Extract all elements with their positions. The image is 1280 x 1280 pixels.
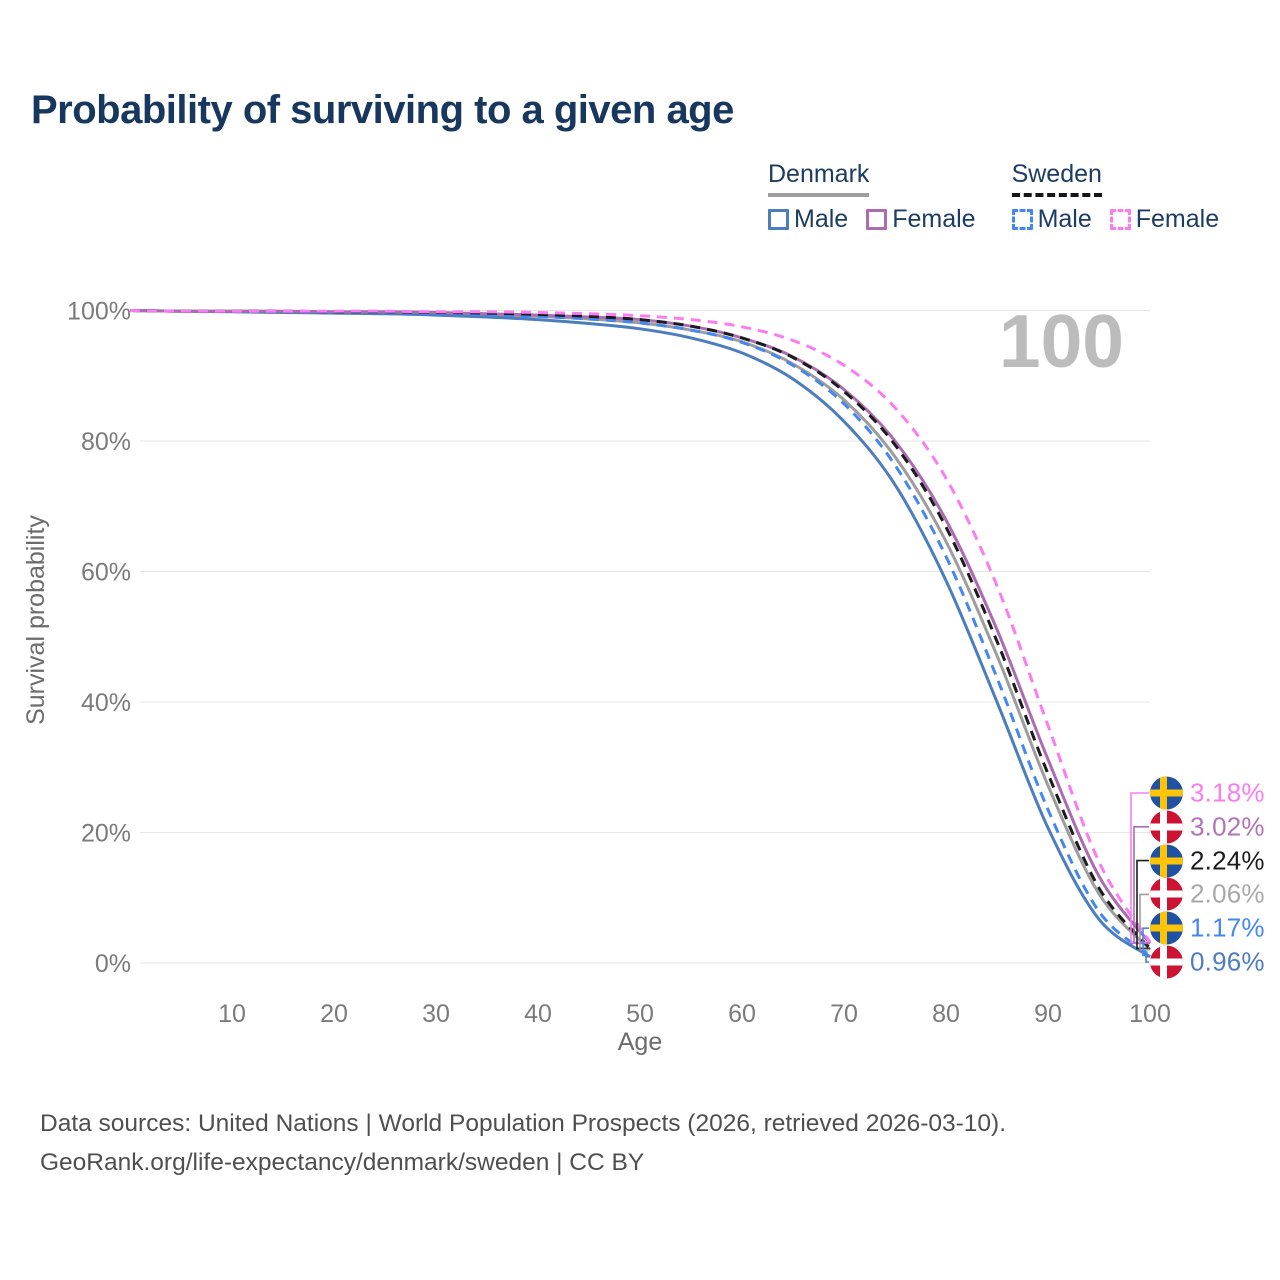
footer-sources: Data sources: United Nations | World Pop… [40, 1110, 1007, 1137]
sweden-flag-icon [1150, 844, 1183, 878]
x-tick-label: 30 [422, 1000, 450, 1028]
sweden-flag-icon [1150, 911, 1183, 945]
footer: Data sources: United Nations | World Pop… [40, 1104, 1006, 1182]
x-tick-label: 100 [1129, 1000, 1171, 1028]
curve-denmark-female[interactable] [129, 309, 1152, 945]
end-label-connector [1133, 826, 1150, 945]
legend-item-denmark-male[interactable]: Male [768, 205, 848, 234]
y-axis-title: Survival probability [22, 515, 50, 725]
y-tick-label: 60% [81, 559, 131, 587]
x-tick-label: 20 [320, 1000, 348, 1028]
legend: Denmark Male Female Sweden Male Female [768, 160, 1219, 234]
denmark-flag-icon [1150, 945, 1183, 979]
x-axis-title: Age [618, 1028, 662, 1056]
end-label-connector [1145, 955, 1150, 963]
end-label-connector [1139, 893, 1150, 951]
end-label-value: 0.96% [1190, 946, 1265, 977]
end-label-sweden-total: 2.24% [1150, 844, 1265, 878]
hover-age-watermark: 100 [999, 299, 1124, 383]
end-label-sweden-male: 1.17% [1150, 911, 1265, 945]
end-label-value: 3.02% [1190, 811, 1265, 842]
x-tick-label: 50 [626, 1000, 654, 1028]
legend-swatch-icon [1109, 209, 1131, 230]
denmark-flag-icon [1150, 810, 1183, 844]
curve-denmark-male[interactable] [129, 309, 1151, 958]
end-label-denmark-female: 3.02% [1150, 810, 1265, 844]
legend-country-label: Denmark [768, 160, 870, 197]
curve-sweden-male[interactable] [129, 309, 1151, 957]
end-label-value: 1.17% [1190, 912, 1265, 943]
legend-item-label: Female [892, 205, 976, 233]
legend-country-label: Sweden [1011, 160, 1102, 197]
x-tick-label: 70 [830, 1000, 858, 1028]
legend-item-denmark-female[interactable]: Female [866, 205, 976, 234]
legend-group-sweden: Sweden Male Female [1011, 160, 1220, 234]
y-tick-label: 0% [95, 950, 131, 978]
end-label-denmark-total: 2.06% [1150, 877, 1265, 911]
y-tick-label: 40% [81, 689, 131, 717]
x-tick-label: 80 [932, 1000, 960, 1028]
legend-group-denmark: Denmark Male Female [768, 160, 976, 234]
end-label-denmark-male: 0.96% [1150, 945, 1265, 979]
sweden-flag-icon [1150, 776, 1183, 810]
x-tick-label: 60 [728, 1000, 756, 1028]
denmark-flag-icon [1150, 877, 1183, 911]
x-tick-label: 90 [1034, 1000, 1062, 1028]
x-tick-label: 10 [218, 1000, 246, 1028]
legend-swatch-icon [866, 209, 888, 230]
y-tick-label: 80% [81, 428, 131, 456]
end-label-connector [1142, 927, 1150, 957]
end-label-value: 2.06% [1190, 878, 1265, 909]
curve-sweden-female[interactable] [129, 309, 1152, 944]
legend-swatch-icon [768, 209, 789, 230]
legend-swatch-icon [1011, 209, 1033, 230]
end-label-value: 3.18% [1190, 777, 1265, 808]
legend-item-sweden-male[interactable]: Male [1011, 205, 1092, 234]
y-tick-label: 100% [67, 298, 131, 326]
legend-item-label: Male [1037, 205, 1092, 233]
footer-attribution: GeoRank.org/life-expectancy/denmark/swed… [40, 1149, 645, 1176]
legend-item-label: Male [794, 205, 849, 233]
legend-item-label: Female [1135, 205, 1220, 233]
y-tick-label: 20% [81, 820, 131, 848]
page-title: Probability of surviving to a given age [31, 88, 734, 132]
legend-item-sweden-female[interactable]: Female [1109, 205, 1220, 234]
end-label-value: 2.24% [1190, 845, 1265, 876]
end-label-sweden-female: 3.18% [1150, 776, 1265, 810]
x-tick-label: 40 [524, 1000, 552, 1028]
